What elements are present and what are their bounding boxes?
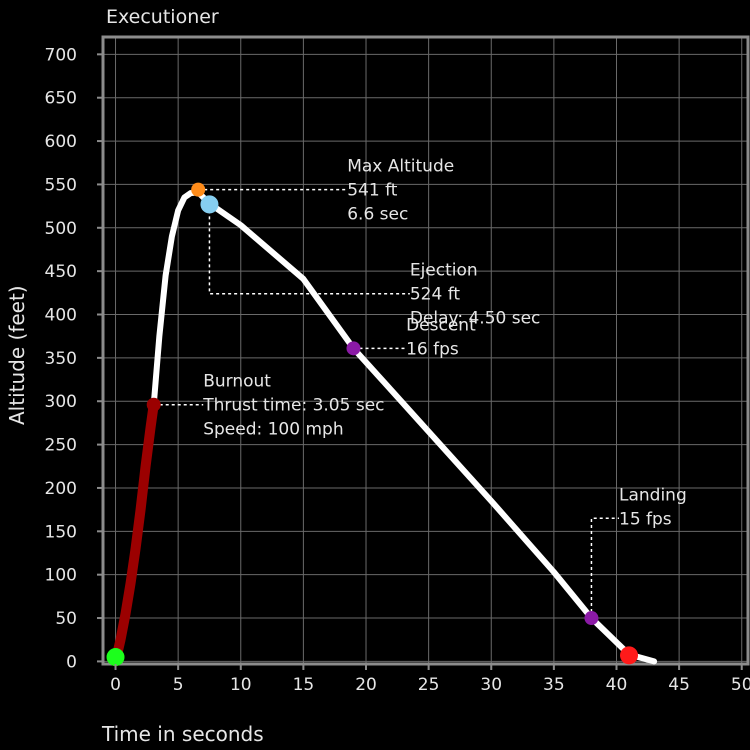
y-tick-label: 300 xyxy=(45,392,77,412)
landing-label-line: 15 fps xyxy=(619,509,672,529)
y-tick-label: 400 xyxy=(45,306,77,326)
grid-layer xyxy=(103,37,748,664)
tick-layer: 0 5 10 15 20 25 30 35 40 45 5005010015020025030035… xyxy=(45,45,750,695)
y-tick-label: 450 xyxy=(45,262,77,282)
burnout-label-line: Thrust time: 3.05 sec xyxy=(202,396,384,416)
landing-leader-line xyxy=(590,517,619,619)
landing-marker xyxy=(620,646,639,665)
ejection-label-line: Delay: 4.50 sec xyxy=(410,309,541,329)
leader-layer xyxy=(153,188,619,619)
y-tick-label: 550 xyxy=(45,175,77,195)
x-tick-label: 15 xyxy=(293,675,315,695)
y-tick-label: 350 xyxy=(45,349,77,369)
y-tick-label: 150 xyxy=(45,522,77,542)
landing-label-line: Landing xyxy=(619,485,687,505)
y-tick-label: 250 xyxy=(45,436,77,456)
launch-marker xyxy=(106,648,125,667)
x-tick-label: 50 xyxy=(731,675,750,695)
y-tick-label: 100 xyxy=(45,566,77,586)
chart-title: Executioner xyxy=(106,6,219,28)
x-tick-label: 0 xyxy=(110,675,121,695)
burnout-marker xyxy=(146,397,161,412)
frame-layer xyxy=(101,35,750,666)
max_altitude-marker xyxy=(191,182,206,197)
ejection-label-line: Ejection xyxy=(410,261,478,281)
series-layer xyxy=(110,189,658,667)
annotation-layer: Max Altitude 541 ft 6.6 sec Ejection 524 ft D… xyxy=(202,157,687,530)
y-tick-label: 500 xyxy=(45,219,77,239)
x-tick-label: 10 xyxy=(230,675,252,695)
x-tick-label: 35 xyxy=(543,675,565,695)
y-tick-label: 200 xyxy=(45,479,77,499)
y-tick-label: 50 xyxy=(55,609,77,629)
descent-label-line: 16 fps xyxy=(406,339,459,359)
burnout-label-line: Speed: 100 mph xyxy=(203,420,343,440)
max-altitude-label-line: 6.6 sec xyxy=(347,205,408,225)
marker-layer xyxy=(106,182,639,667)
y-tick-label: 600 xyxy=(45,132,77,152)
plot-frame xyxy=(101,35,750,666)
flight-path-coast xyxy=(150,189,213,408)
x-tick-label: 40 xyxy=(606,675,628,695)
max-altitude-label-line: 541 ft xyxy=(347,181,398,201)
x-tick-label: 20 xyxy=(355,675,377,695)
max-altitude-label-line: Max Altitude xyxy=(347,157,454,177)
ejection-marker xyxy=(200,195,219,214)
descent-marker xyxy=(346,341,361,356)
x-tick-label: 30 xyxy=(480,675,502,695)
y-tick-label: 650 xyxy=(45,89,77,109)
x-axis-label: Time in seconds xyxy=(101,722,264,746)
y-tick-label: 700 xyxy=(45,45,77,65)
descent-label-line: Descent xyxy=(406,315,476,335)
x-tick-label: 5 xyxy=(173,675,184,695)
flight-path-descent xyxy=(206,200,658,665)
burnout-label-line: Burnout xyxy=(203,372,271,392)
flight-path-thrust xyxy=(110,399,159,667)
y-axis-label: Altitude (feet) xyxy=(5,285,29,425)
x-tick-label: 25 xyxy=(418,675,440,695)
y-tick-label: 0 xyxy=(66,652,77,672)
landing_rate-marker xyxy=(584,611,599,626)
x-tick-label: 45 xyxy=(668,675,690,695)
ejection-leader-line xyxy=(208,204,410,295)
ejection-label-line: 524 ft xyxy=(410,285,461,305)
